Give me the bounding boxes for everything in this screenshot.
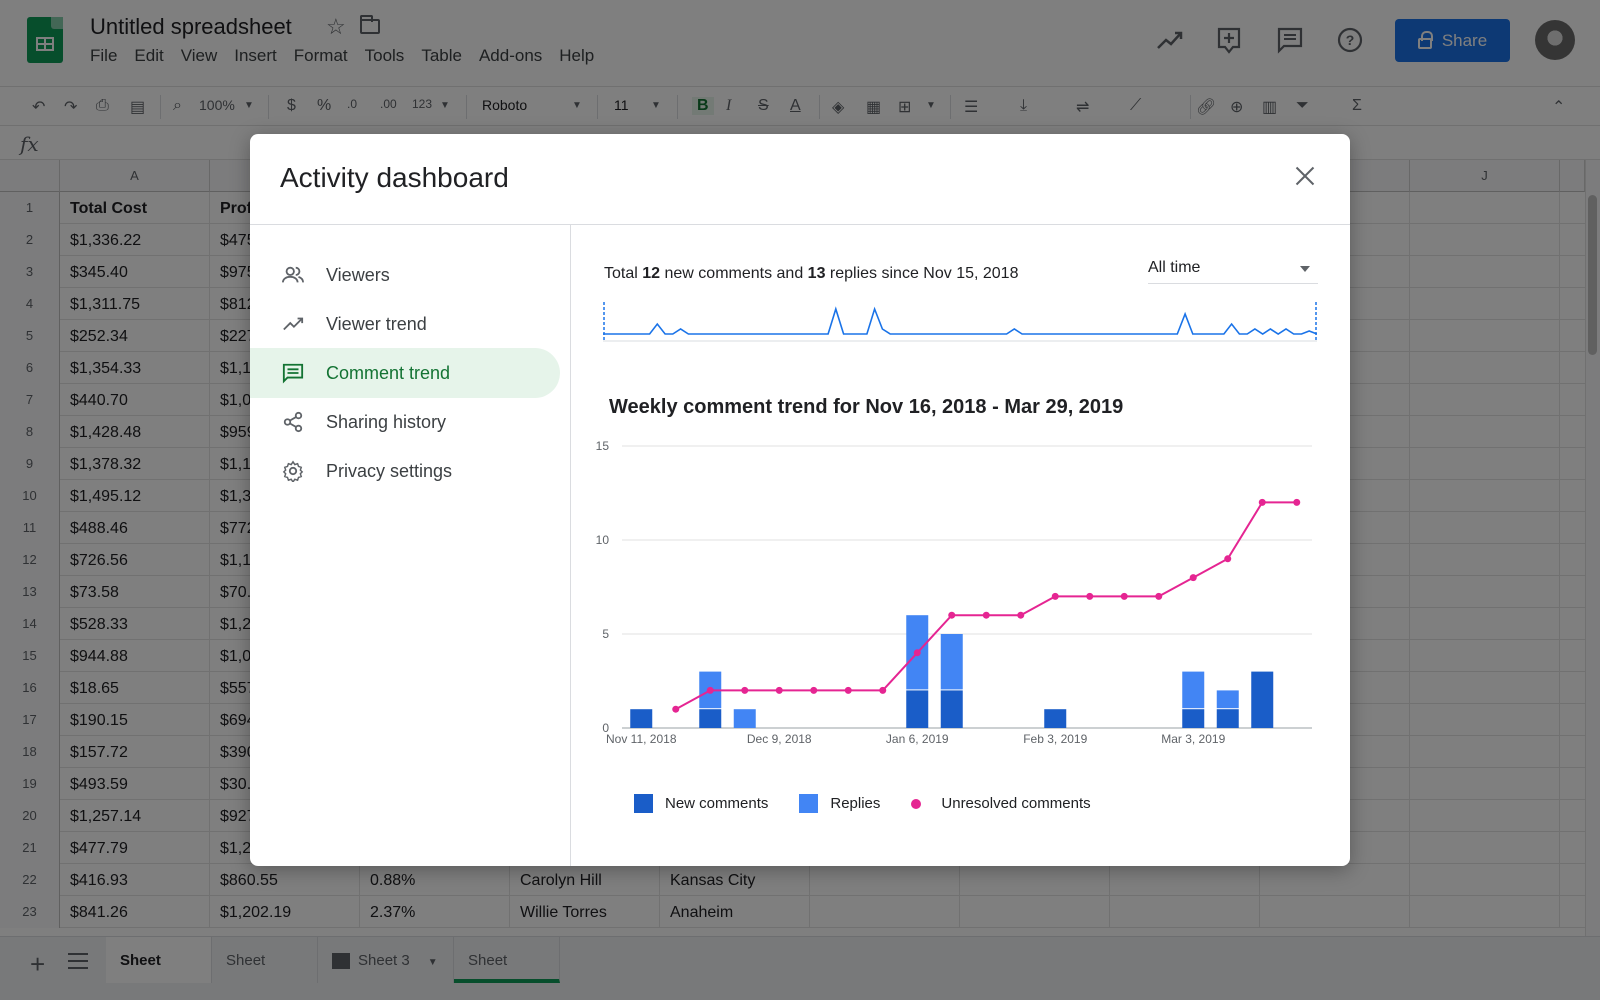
bar-replies[interactable] xyxy=(733,709,756,728)
y-tick-label: 0 xyxy=(602,721,609,735)
x-tick-label: Feb 3, 2019 xyxy=(1023,732,1087,746)
bar-new-comments[interactable] xyxy=(1044,709,1067,728)
replies-count: 13 xyxy=(807,265,826,282)
nav-item-viewers[interactable]: Viewers xyxy=(250,250,560,300)
point-unresolved-comments[interactable] xyxy=(1258,498,1266,506)
point-unresolved-comments[interactable] xyxy=(741,686,749,694)
point-unresolved-comments[interactable] xyxy=(706,686,714,694)
point-unresolved-comments[interactable] xyxy=(1293,498,1301,506)
bar-new-comments[interactable] xyxy=(699,709,722,728)
nav-label: Privacy settings xyxy=(326,460,453,481)
legend-swatch-replies xyxy=(799,794,819,813)
bar-new-comments[interactable] xyxy=(1216,709,1239,728)
bar-new-comments[interactable] xyxy=(906,690,929,728)
sparkline-range-chart[interactable] xyxy=(603,300,1317,344)
point-unresolved-comments[interactable] xyxy=(1155,592,1163,600)
share-icon xyxy=(283,411,303,433)
point-unresolved-comments[interactable] xyxy=(879,686,887,694)
nav-item-viewer-trend[interactable]: Viewer trend xyxy=(250,299,560,349)
x-tick-label: Dec 9, 2018 xyxy=(747,732,812,746)
activity-dashboard-dialog: Activity dashboard Viewers Viewer trend … xyxy=(250,134,1350,866)
nav-label: Sharing history xyxy=(326,411,447,432)
bar-new-comments[interactable] xyxy=(940,690,963,728)
y-tick-label: 15 xyxy=(596,439,610,453)
point-unresolved-comments[interactable] xyxy=(672,705,680,713)
point-unresolved-comments[interactable] xyxy=(1120,592,1128,600)
summary-text: new comments and xyxy=(660,265,808,282)
y-tick-label: 10 xyxy=(596,533,610,547)
point-unresolved-comments[interactable] xyxy=(1086,592,1094,600)
legend-label-new-comments: New comments xyxy=(665,795,769,812)
nav-label: Viewers xyxy=(326,264,390,285)
point-unresolved-comments[interactable] xyxy=(810,686,818,694)
close-icon[interactable] xyxy=(1293,164,1317,188)
legend-swatch-new-comments xyxy=(634,794,653,813)
comment-summary: Total 12 new comments and 13 replies sin… xyxy=(604,265,1018,283)
summary-text: replies since Nov 15, 2018 xyxy=(825,265,1019,282)
summary-text: Total xyxy=(604,265,643,282)
point-unresolved-comments[interactable] xyxy=(1051,592,1059,600)
new-comments-count: 12 xyxy=(642,265,661,282)
comment-icon xyxy=(282,363,304,384)
chart-legend: New comments Replies Unresolved comments xyxy=(634,794,1122,813)
legend-dot-unresolved xyxy=(911,798,922,809)
weekly-comment-chart: 0 5 10 15 Nov 11, 2018 Dec 9, 2018 Jan 6, 2019… xyxy=(596,439,1312,746)
time-range-value: All time xyxy=(1148,259,1201,276)
chevron-down-icon xyxy=(1300,266,1310,272)
sparkline-line xyxy=(603,306,1317,335)
bar-new-comments[interactable] xyxy=(1251,671,1274,728)
chart-title: Weekly comment trend for Nov 16, 2018 - … xyxy=(609,396,1124,418)
x-tick-label: Jan 6, 2019 xyxy=(886,732,949,746)
y-tick-label: 5 xyxy=(602,627,609,641)
nav-item-sharing-history[interactable]: Sharing history xyxy=(250,397,560,447)
point-unresolved-comments[interactable] xyxy=(982,611,990,619)
point-unresolved-comments[interactable] xyxy=(948,611,956,619)
point-unresolved-comments[interactable] xyxy=(913,649,921,657)
dialog-divider xyxy=(250,224,1350,225)
point-unresolved-comments[interactable] xyxy=(844,686,852,694)
point-unresolved-comments[interactable] xyxy=(1224,555,1232,563)
nav-item-privacy-settings[interactable]: Privacy settings xyxy=(250,446,560,496)
nav-label: Viewer trend xyxy=(326,313,427,334)
dialog-vertical-divider xyxy=(570,224,571,866)
bar-replies[interactable] xyxy=(1182,671,1205,709)
bar-replies[interactable] xyxy=(1216,690,1239,709)
time-range-select[interactable]: All time xyxy=(1148,256,1318,284)
people-icon xyxy=(282,266,304,283)
bar-new-comments[interactable] xyxy=(630,709,653,728)
nav-label: Comment trend xyxy=(326,362,451,383)
trend-icon xyxy=(283,317,304,331)
gear-icon xyxy=(282,460,304,482)
legend-label-unresolved: Unresolved comments xyxy=(941,795,1091,812)
point-unresolved-comments[interactable] xyxy=(1017,611,1025,619)
x-tick-label: Nov 11, 2018 xyxy=(606,732,677,746)
nav-item-comment-trend[interactable]: Comment trend xyxy=(250,348,560,398)
bar-new-comments[interactable] xyxy=(1182,709,1205,728)
legend-label-replies: Replies xyxy=(830,795,881,812)
dialog-title: Activity dashboard xyxy=(280,162,509,193)
x-tick-label: Mar 3, 2019 xyxy=(1161,732,1225,746)
bar-replies[interactable] xyxy=(940,634,963,690)
point-unresolved-comments[interactable] xyxy=(1189,574,1197,582)
point-unresolved-comments[interactable] xyxy=(775,686,783,694)
